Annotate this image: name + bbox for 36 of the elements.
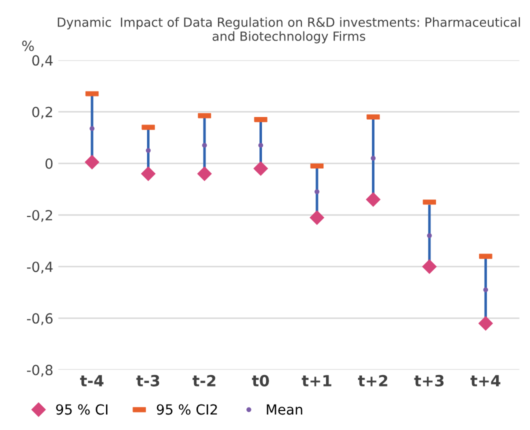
x-tick-label: t-3 (136, 374, 160, 386)
x-tick-label: t0 (252, 374, 269, 386)
x-tick-label: t-4 (80, 375, 104, 386)
point (310, 210, 324, 225)
x-tick-label: t+4 (470, 375, 500, 386)
y-tick-label: -0,8 (27, 364, 52, 377)
legend-label: 95 % CI2 (156, 404, 217, 415)
legend-label: Mean (266, 404, 302, 415)
point (483, 287, 488, 292)
point (141, 166, 156, 181)
point (84, 154, 100, 170)
y-tick-label: 0,2 (32, 106, 52, 119)
x-tick-label: t-2 (192, 374, 216, 386)
point (254, 161, 268, 176)
point (366, 192, 380, 207)
point (478, 316, 493, 331)
y-axis-title: % (22, 40, 34, 52)
point (90, 126, 94, 132)
y-tick-label: -0,4 (27, 262, 53, 274)
point (258, 142, 264, 148)
y-tick-label: 0 (46, 158, 53, 169)
y-tick-label: 0,4 (32, 55, 53, 68)
point (314, 189, 320, 194)
point (426, 233, 432, 238)
point (197, 166, 212, 181)
legend-label: 95 % CI (56, 404, 108, 415)
x-tick-label: t+3 (414, 374, 444, 386)
y-tick-label: -0,6 (27, 313, 53, 326)
point (146, 148, 151, 153)
x-tick-label: t+1 (302, 375, 332, 386)
chart-title: Dynamic Impact of Data Regulation on R&D investments: Pharmaceutical and Biotechnology Firms (58, 17, 520, 44)
point (422, 259, 437, 274)
point (202, 142, 207, 148)
x-tick-label: t+2 (358, 374, 388, 386)
point (370, 156, 376, 161)
y-tick-label: -0,2 (27, 210, 52, 222)
